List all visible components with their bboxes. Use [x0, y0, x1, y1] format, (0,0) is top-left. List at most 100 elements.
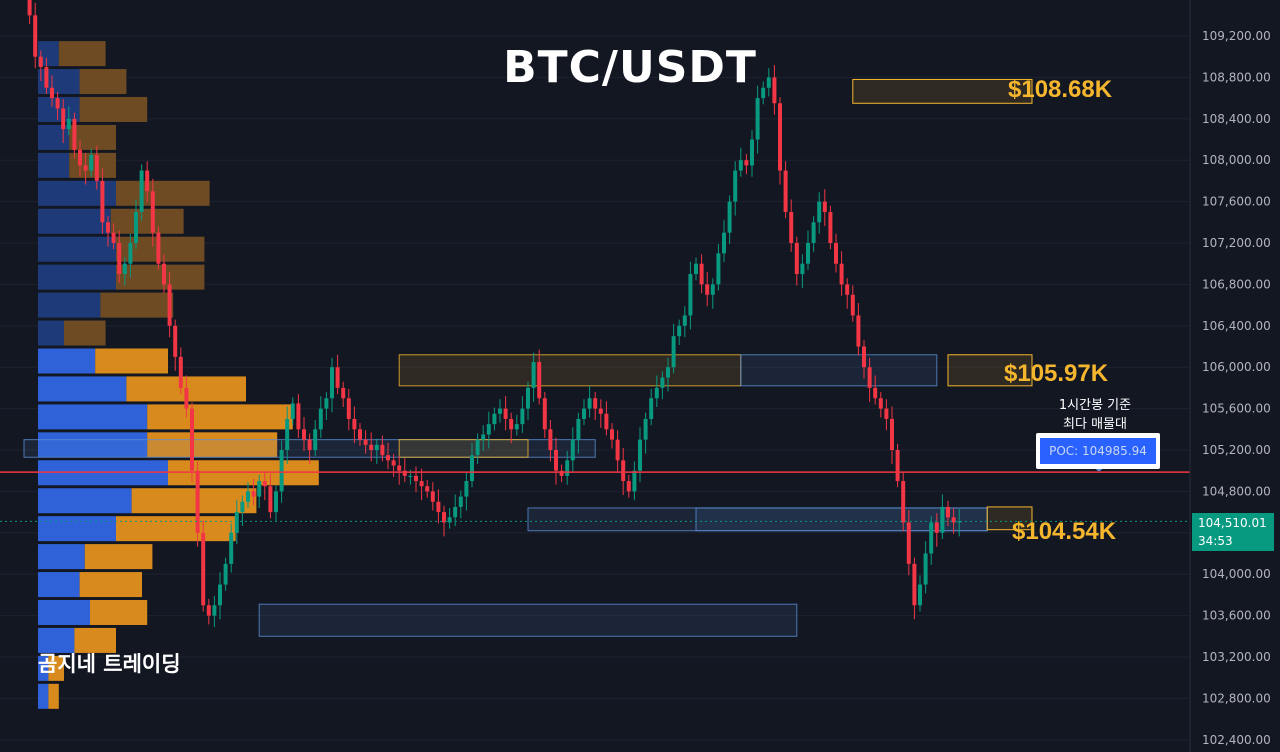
- profile-buy-bar: [38, 599, 90, 625]
- candle-body: [27, 0, 32, 16]
- candle-body: [481, 434, 486, 440]
- y-tick-label: 108,000.00: [1202, 153, 1271, 167]
- candle-body: [582, 408, 586, 419]
- candle-body: [918, 584, 922, 606]
- candle-body: [856, 315, 861, 347]
- price-axis[interactable]: 109,200.00 108,800.00 108,400.00 108,000.00…: [1189, 0, 1280, 752]
- candle-body: [632, 470, 637, 492]
- candle-body: [218, 584, 222, 606]
- y-tick-label: 106,000.00: [1202, 360, 1271, 374]
- profile-buy-bar: [38, 208, 111, 234]
- candle-body: [122, 263, 127, 275]
- candle-body: [677, 325, 682, 337]
- candle-body: [83, 165, 88, 171]
- candle-body: [223, 563, 228, 585]
- profile-buy-bar: [38, 41, 59, 67]
- candle-body: [638, 439, 642, 471]
- candle-body: [901, 481, 906, 523]
- candle-body: [929, 522, 934, 554]
- candle-body: [862, 346, 866, 368]
- poc-note-line2: 최다 매물대: [1063, 417, 1127, 432]
- poc-note-line1: 1시간봉 기준: [1058, 398, 1132, 413]
- candle-body: [542, 398, 547, 430]
- candle-body: [722, 232, 726, 254]
- candle-body: [397, 465, 402, 471]
- candle-body: [531, 362, 536, 388]
- candle-body: [570, 439, 575, 461]
- candle-body: [290, 403, 295, 419]
- candlesticks: [27, 0, 962, 627]
- profile-sell-bar: [110, 208, 184, 234]
- candle-body: [716, 253, 721, 285]
- candle-body: [649, 398, 654, 419]
- candle-body: [850, 294, 855, 316]
- candle-body: [358, 429, 362, 440]
- candle-body: [934, 522, 939, 533]
- candle-body: [615, 439, 620, 461]
- current-price-tag: 104,510.01 34:53: [1192, 513, 1274, 551]
- candle-body: [671, 336, 676, 368]
- candle-body: [285, 418, 290, 450]
- candle-body: [453, 506, 458, 518]
- candle-body: [162, 263, 166, 285]
- level-zone: [986, 506, 1033, 531]
- profile-sell-bar: [147, 404, 293, 430]
- candle-body: [733, 170, 738, 202]
- candle-body: [251, 491, 256, 497]
- profile-sell-bar: [79, 69, 127, 95]
- price-zone: [398, 354, 742, 387]
- profile-sell-bar: [116, 516, 236, 542]
- candle-body: [526, 387, 530, 409]
- candle-body: [548, 429, 553, 450]
- axis-background: [1190, 0, 1280, 752]
- candle-body: [794, 243, 799, 275]
- candle-body: [744, 160, 749, 166]
- profile-sell-bar: [100, 292, 174, 318]
- y-tick-label: 109,200.00: [1202, 29, 1271, 43]
- y-tick-label: 103,600.00: [1202, 609, 1271, 623]
- candle-body: [313, 429, 318, 450]
- candle-body: [923, 553, 928, 585]
- candle-body: [307, 439, 312, 450]
- y-tick-label: 105,600.00: [1202, 402, 1271, 416]
- candle-body: [727, 201, 732, 233]
- candle-body: [951, 517, 956, 523]
- profile-sell-bar: [131, 488, 257, 514]
- candle-body: [380, 444, 385, 456]
- candle-body: [811, 222, 816, 243]
- candle-body: [128, 243, 133, 264]
- candle-body: [341, 387, 346, 399]
- candle-body: [414, 475, 418, 482]
- poc-annotation: 1시간봉 기준 최다 매물대: [1040, 396, 1150, 434]
- candle-body: [206, 605, 211, 616]
- candle-body: [822, 201, 827, 212]
- candle-body: [738, 160, 743, 171]
- profile-buy-bar: [38, 655, 49, 681]
- candle-body: [503, 408, 508, 419]
- candle-body: [262, 481, 267, 487]
- candle-body: [587, 398, 592, 409]
- profile-buy-bar: [38, 236, 116, 262]
- candle-body: [783, 170, 788, 212]
- profile-buy-bar: [38, 488, 132, 514]
- price-zone: [398, 439, 529, 458]
- candle-body: [335, 367, 340, 388]
- candle-body: [78, 149, 82, 166]
- profile-sell-bar: [69, 124, 116, 150]
- level-label-108-68k: $108.68K: [1008, 76, 1113, 103]
- candle-body: [604, 413, 609, 430]
- candle-body: [890, 418, 894, 450]
- candle-body: [184, 387, 189, 409]
- candle-body: [89, 155, 94, 171]
- y-tick-label: 106,400.00: [1202, 319, 1271, 333]
- poc-badge: POC: 104985.94: [1036, 433, 1160, 469]
- candle-body: [817, 201, 822, 223]
- candle-body: [100, 180, 105, 223]
- candle-body: [178, 356, 183, 388]
- candle-body: [475, 439, 480, 456]
- candle-body: [621, 460, 626, 482]
- poc-label: POC: 104985.94: [1040, 438, 1156, 464]
- profile-sell-bar: [116, 180, 210, 206]
- profile-buy-bar: [38, 404, 148, 430]
